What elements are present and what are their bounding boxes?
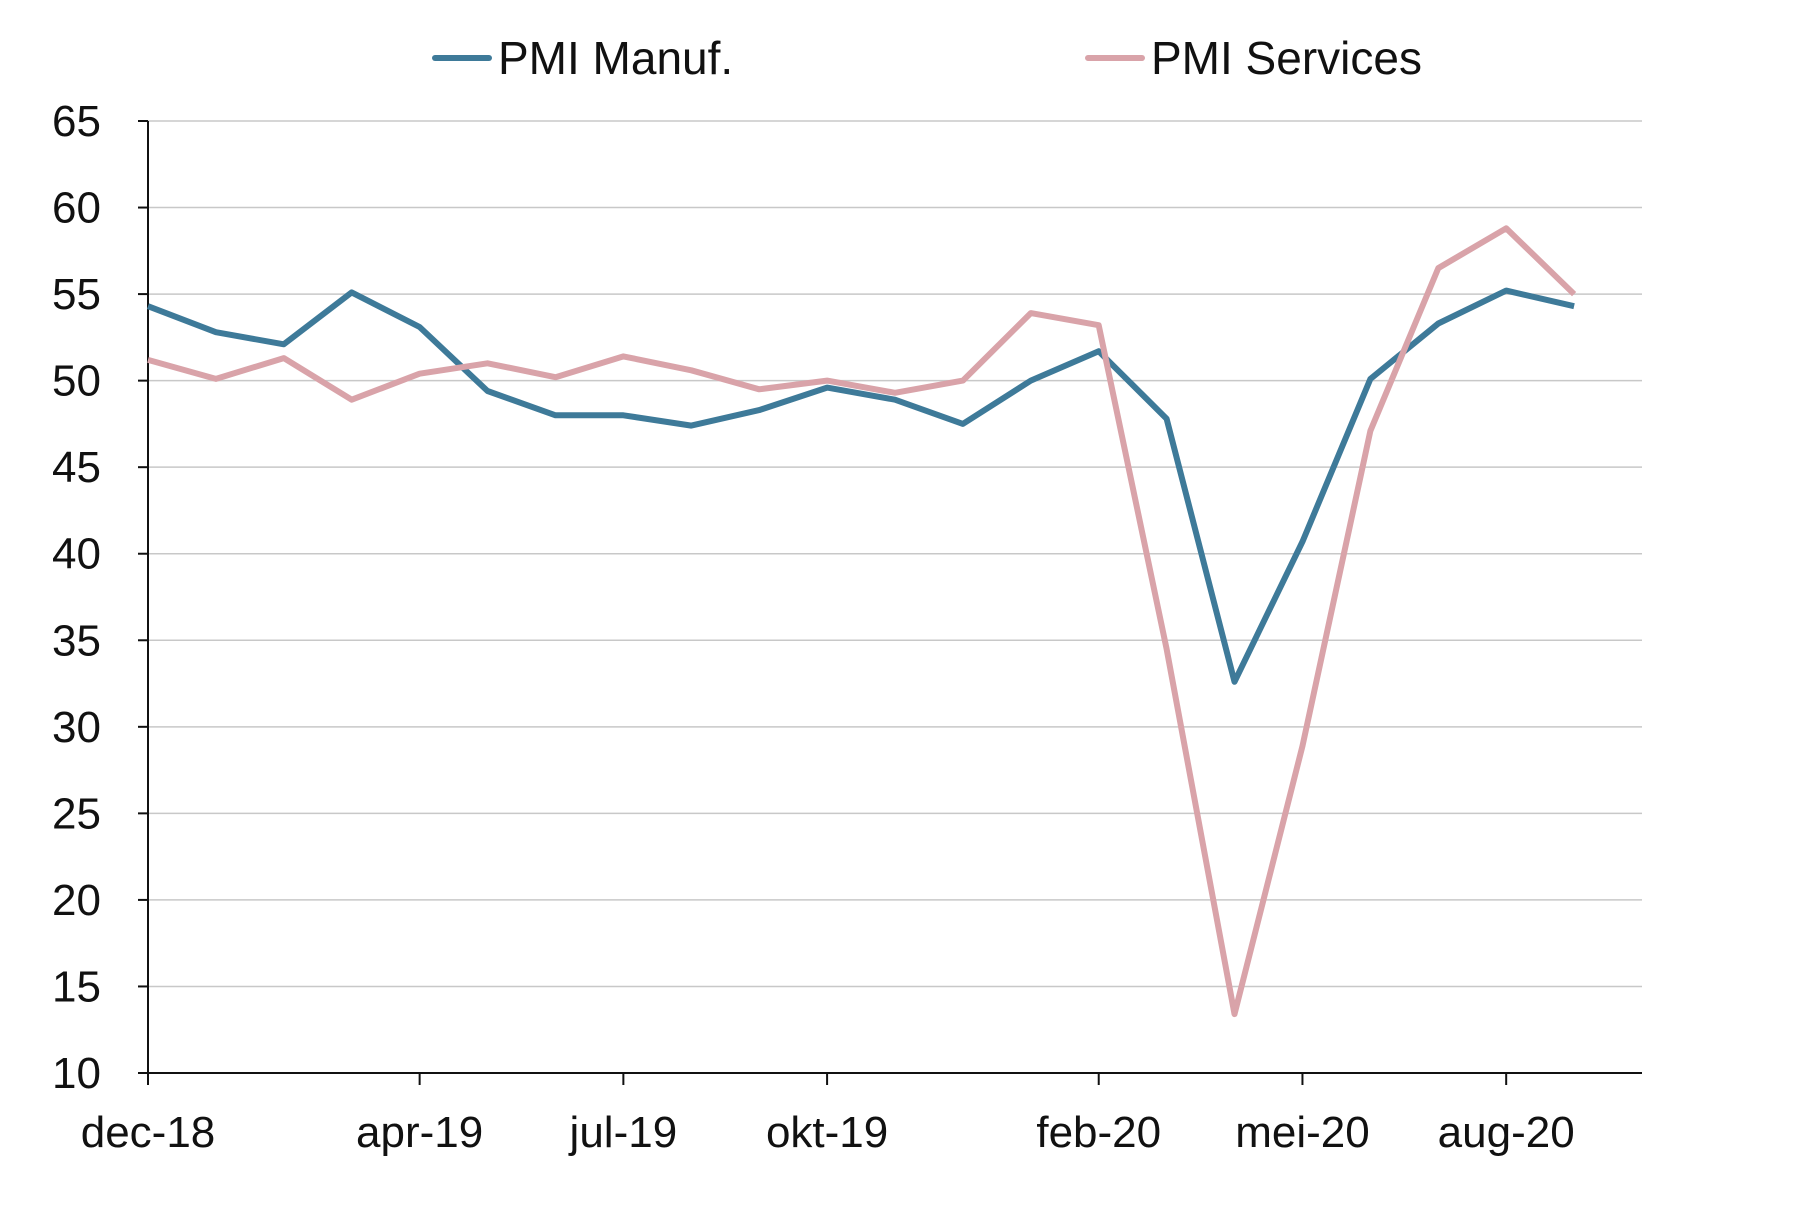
y-tick-label-20: 20	[52, 876, 101, 925]
axes	[147, 121, 1642, 1074]
x-tick-label-okt-19: okt-19	[766, 1108, 888, 1157]
y-tick-label-40: 40	[52, 530, 101, 579]
y-tick-label-15: 15	[52, 962, 101, 1011]
y-tick-label-45: 45	[52, 443, 101, 492]
x-tick-label-aug-20: aug-20	[1438, 1108, 1575, 1157]
legend-label-services: PMI Services	[1151, 32, 1422, 84]
gridlines	[148, 120, 1642, 988]
x-axis-ticks: dec-18 apr-19 jul-19 okt-19 feb-20 mei-20 aug-…	[81, 1073, 1575, 1157]
x-tick-label-apr-19: apr-19	[356, 1108, 483, 1157]
series-lines	[146, 225, 1577, 1018]
y-tick-label-65: 65	[52, 97, 101, 146]
y-axis-ticks: 10 15 20 25 30 35 40 45 50 55 60 65	[52, 97, 148, 1098]
y-tick-label-35: 35	[52, 616, 101, 665]
legend-item-services: PMI Services	[1085, 28, 1422, 88]
series-line-services	[147, 225, 1577, 1018]
y-tick-label-25: 25	[52, 789, 101, 838]
legend-swatch-services	[1085, 55, 1145, 61]
x-tick-label-jul-19: jul-19	[568, 1108, 678, 1157]
x-tick-label-feb-20: feb-20	[1036, 1108, 1161, 1157]
y-tick-label-50: 50	[52, 357, 101, 406]
x-tick-label-mei-20: mei-20	[1235, 1108, 1370, 1157]
legend: PMI Manuf. PMI Services	[0, 28, 1806, 88]
legend-swatch-manufacturing	[432, 55, 492, 61]
y-tick-label-55: 55	[52, 270, 101, 319]
y-tick-label-60: 60	[52, 184, 101, 233]
y-tick-label-10: 10	[52, 1049, 101, 1098]
y-tick-label-30: 30	[52, 703, 101, 752]
x-tick-label-dec-18: dec-18	[81, 1108, 216, 1157]
legend-item-manufacturing: PMI Manuf.	[432, 28, 733, 88]
legend-label-manufacturing: PMI Manuf.	[498, 32, 734, 84]
series-line-manufacturing	[146, 287, 1575, 685]
